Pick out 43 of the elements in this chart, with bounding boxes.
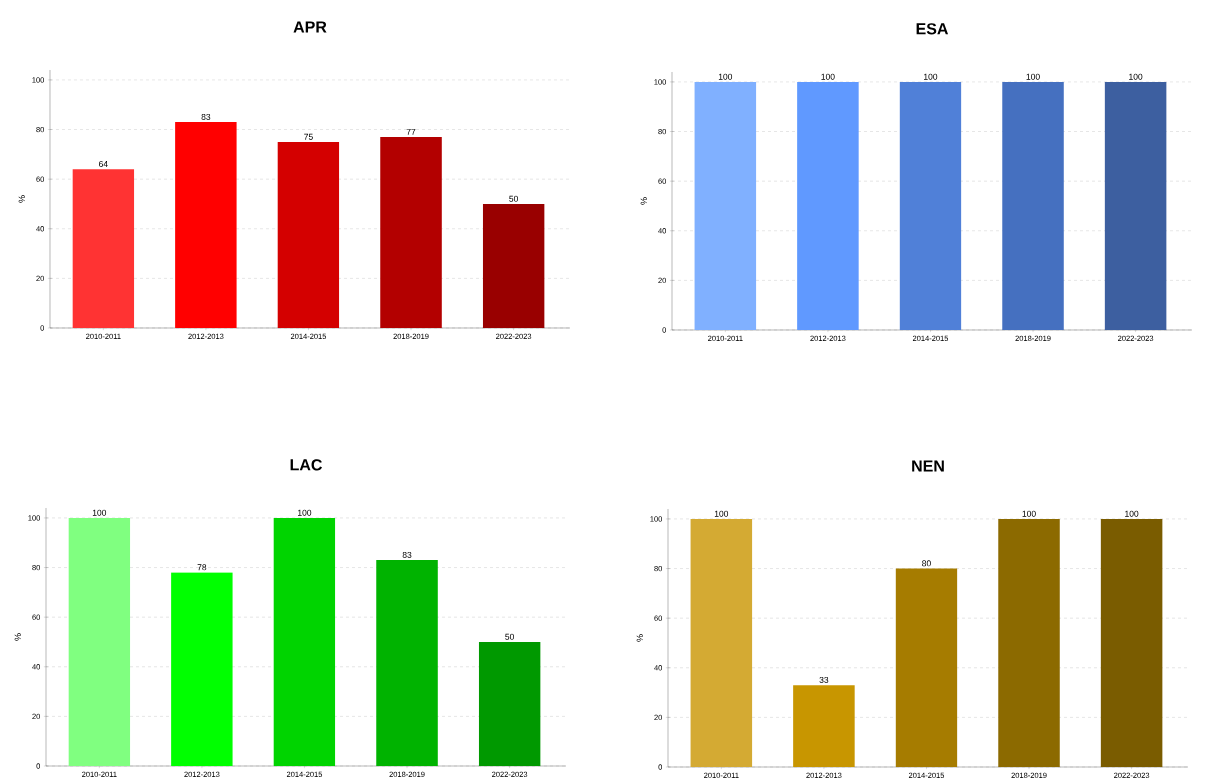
y-axis-title: %	[14, 633, 21, 641]
data-label: 100	[924, 73, 938, 80]
bar	[793, 685, 855, 767]
chart-title: ESA	[916, 23, 949, 35]
bar	[171, 572, 233, 766]
data-label: 78	[197, 564, 207, 571]
y-axis-title: %	[18, 195, 25, 203]
bar	[277, 141, 340, 328]
chart-title: APR	[293, 21, 327, 33]
data-label: 100	[1026, 73, 1040, 80]
data-label: 100	[1022, 510, 1036, 517]
data-label: 100	[1125, 510, 1139, 517]
y-axis-title: %	[640, 197, 647, 205]
y-axis-title: %	[636, 634, 643, 642]
data-label: 100	[821, 73, 835, 80]
bar	[478, 641, 541, 766]
bar	[1100, 518, 1163, 767]
data-label: 50	[509, 195, 518, 202]
data-label: 100	[1129, 73, 1143, 80]
chart-title: LAC	[290, 459, 323, 471]
bar	[380, 136, 442, 328]
data-label: 100	[714, 510, 729, 517]
data-label: 64	[99, 161, 108, 168]
data-label: 83	[402, 551, 412, 558]
bar	[690, 518, 753, 767]
data-label: 100	[298, 509, 312, 516]
data-label: 77	[406, 128, 416, 135]
data-label: 33	[819, 676, 829, 683]
bar	[998, 518, 1060, 767]
bar	[273, 517, 336, 766]
bar	[175, 122, 237, 328]
data-label: 83	[201, 113, 211, 120]
bar	[376, 560, 438, 766]
data-label: 75	[304, 133, 313, 140]
data-label: 100	[92, 509, 107, 516]
bar	[482, 203, 545, 328]
data-label: 100	[718, 73, 733, 80]
data-label: 50	[505, 633, 514, 640]
bar	[895, 568, 958, 767]
chart-title: NEN	[912, 460, 944, 472]
bar	[72, 169, 135, 328]
data-label: 80	[922, 560, 931, 567]
bar	[68, 517, 131, 766]
